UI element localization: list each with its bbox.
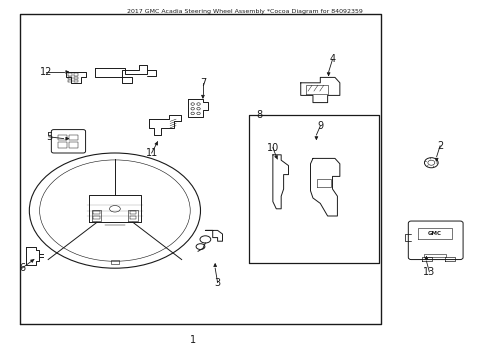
- Text: 9: 9: [317, 121, 323, 131]
- Text: 5: 5: [46, 132, 52, 142]
- Bar: [111, 260, 119, 264]
- Text: 2: 2: [436, 141, 442, 151]
- Bar: [69, 135, 78, 140]
- Bar: [58, 142, 66, 148]
- Bar: [58, 135, 66, 140]
- Text: 13: 13: [422, 267, 435, 277]
- Text: 11: 11: [145, 148, 158, 158]
- Text: 6: 6: [19, 263, 25, 273]
- Text: 3: 3: [214, 278, 220, 288]
- Bar: [69, 142, 78, 148]
- Text: 1: 1: [190, 335, 196, 345]
- Text: 7: 7: [200, 78, 205, 88]
- Text: 4: 4: [329, 54, 335, 64]
- Text: 12: 12: [40, 67, 53, 77]
- Text: GMC: GMC: [427, 231, 441, 236]
- Text: 8: 8: [256, 110, 262, 120]
- Text: 2017 GMC Acadia Steering Wheel Assembly *Cocoa Diagram for 84092359: 2017 GMC Acadia Steering Wheel Assembly …: [126, 9, 362, 14]
- Text: 10: 10: [266, 143, 279, 153]
